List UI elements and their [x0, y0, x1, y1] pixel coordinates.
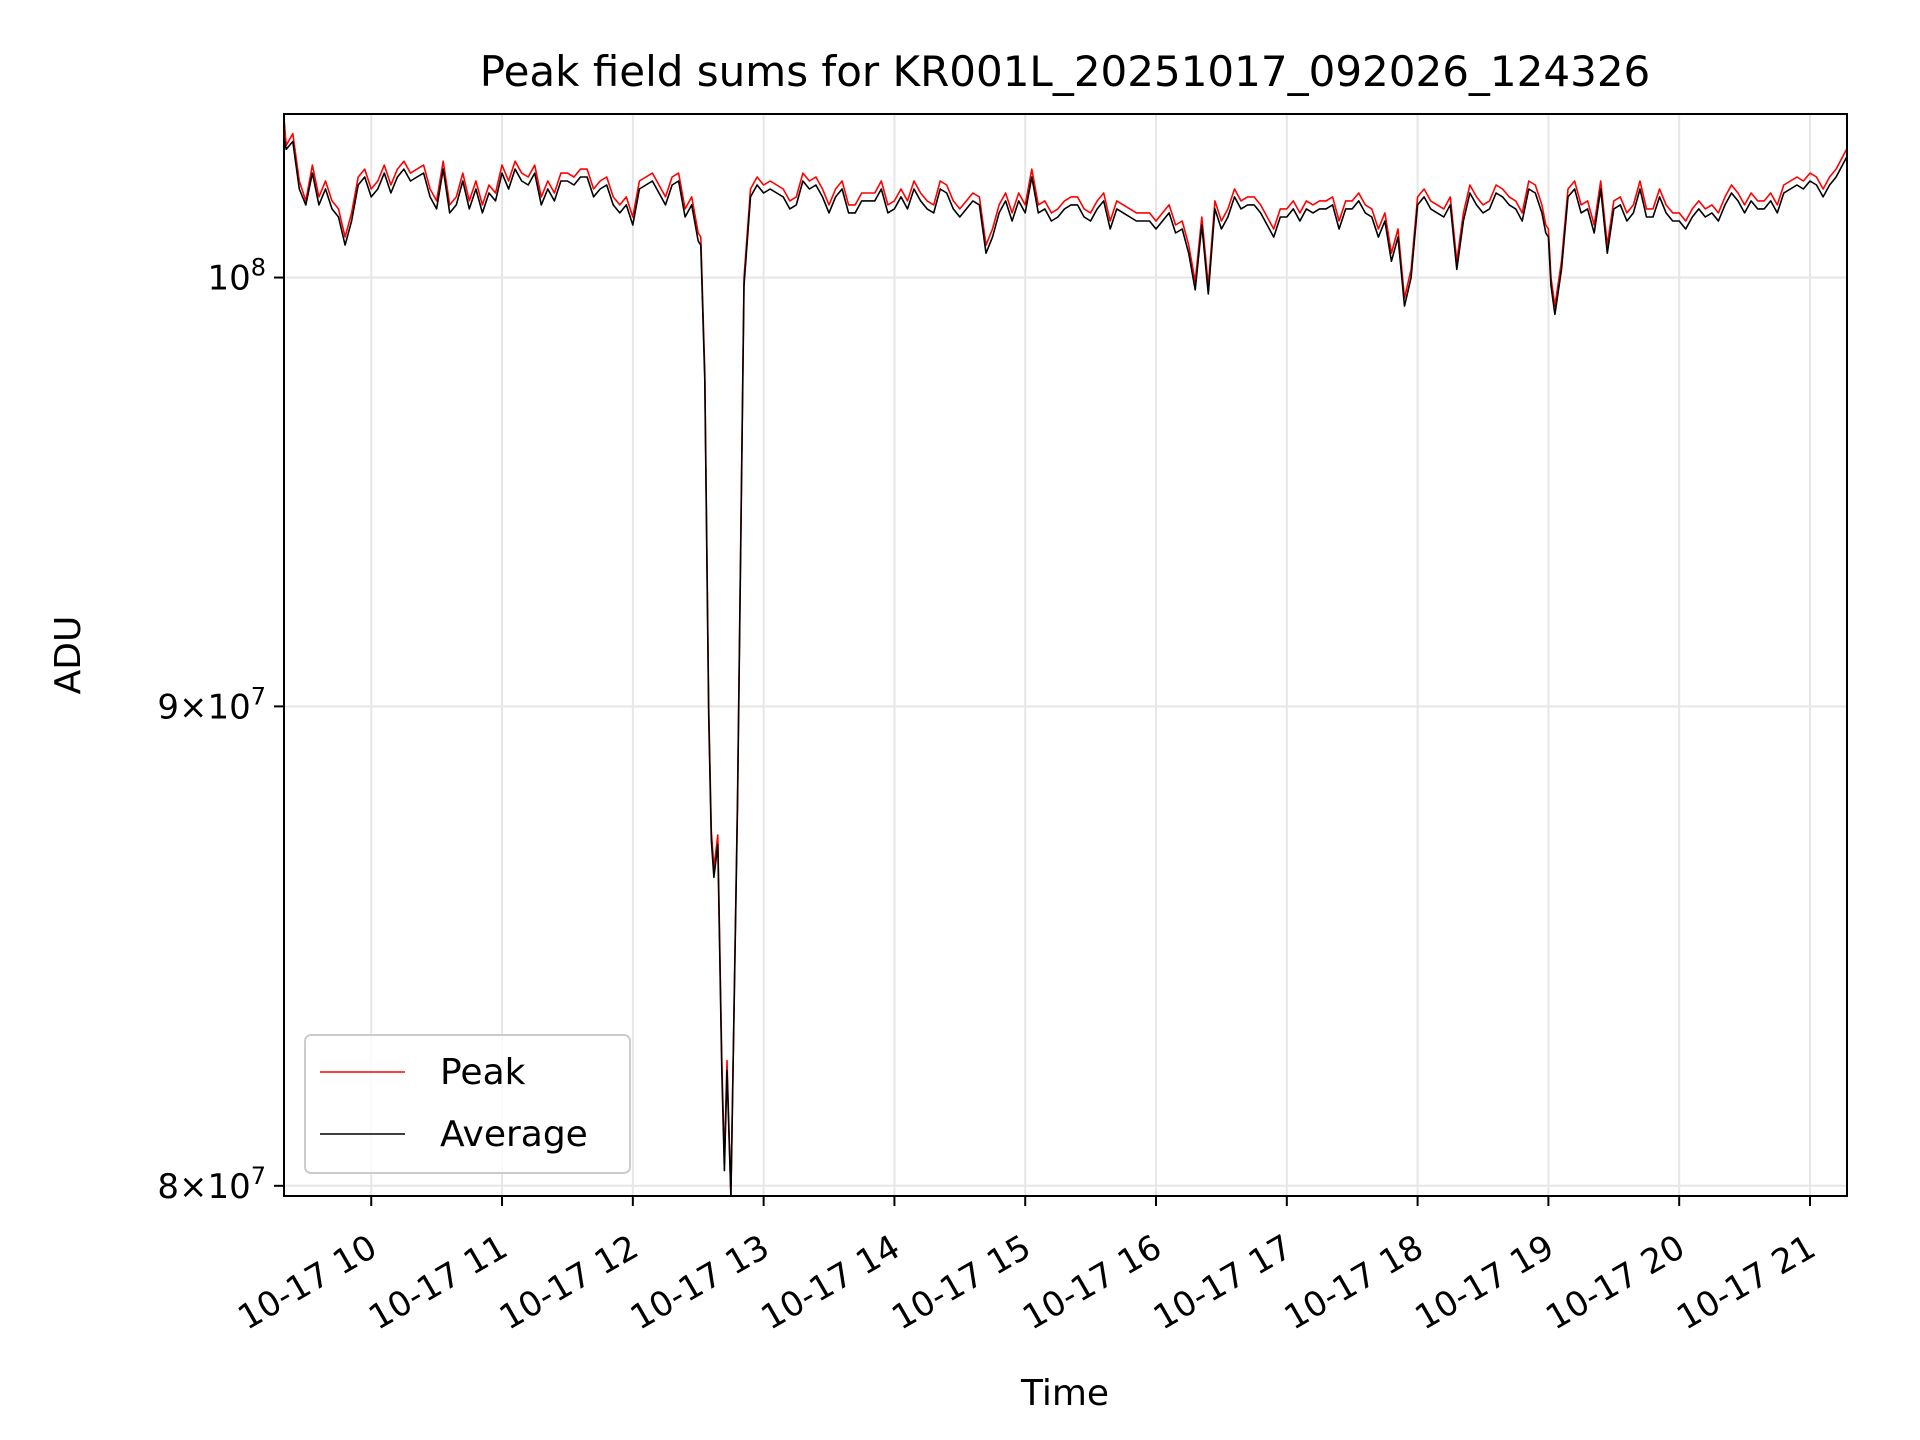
- plot-lines: [283, 117, 1848, 1197]
- plot-area-frame: [283, 113, 1848, 1197]
- legend-box: [304, 1034, 631, 1174]
- legend-peak-label: Peak: [440, 1052, 526, 1093]
- x-axis-label: Time: [1020, 1373, 1109, 1414]
- y-axis-label: ADU: [48, 616, 89, 695]
- y-axis: 108 9×107 8×107: [157, 254, 284, 1207]
- y-tick-label: 108: [207, 254, 266, 299]
- series-line-peak: [283, 117, 1848, 1197]
- grid: [284, 114, 1847, 1196]
- series-line-average: [283, 137, 1848, 1197]
- y-tick-label: 8×107: [157, 1162, 266, 1207]
- y-tick-label: 9×107: [157, 682, 266, 727]
- legend-average-label: Average: [440, 1114, 588, 1155]
- chart-title: Peak field sums for KR001L_20251017_0920…: [480, 47, 1651, 96]
- legend: Peak Average: [304, 1034, 631, 1174]
